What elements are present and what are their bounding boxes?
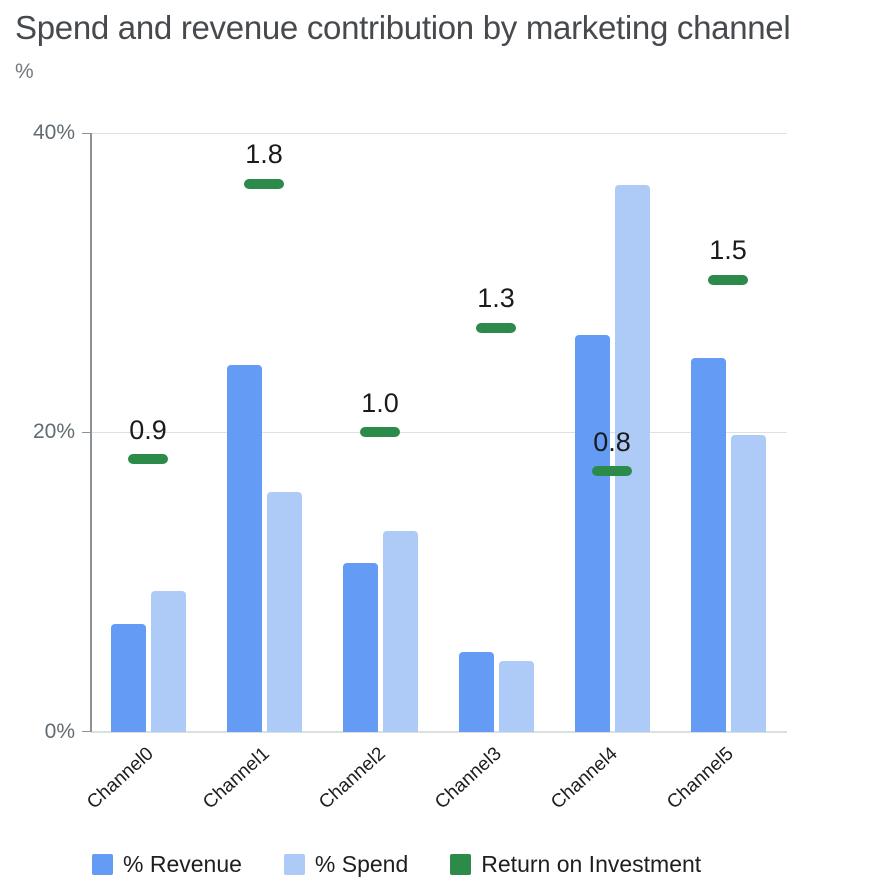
gridline-20% — [91, 431, 787, 433]
roi-value-label-channel2: 1.0 — [361, 387, 399, 418]
roi-value-label-channel4: 0.8 — [593, 426, 631, 457]
spend-bar-channel1[interactable] — [266, 492, 302, 732]
spend-bar-channel5[interactable] — [730, 435, 766, 732]
legend-label-spend: % Spend — [314, 851, 409, 877]
revenue-bar-channel3[interactable] — [458, 652, 494, 732]
roi-value-label-channel3: 1.3 — [477, 283, 515, 314]
legend-item-revenue: % Revenue — [92, 851, 242, 878]
x-axis-label-channel5: Channel5 — [662, 743, 738, 814]
gridline-0% — [91, 730, 787, 733]
revenue-bar-channel1[interactable] — [226, 364, 262, 732]
roi-marker-channel1[interactable] — [244, 178, 284, 189]
spend-bar-channel0[interactable] — [150, 591, 186, 732]
roi-value-label-channel5: 1.5 — [709, 235, 747, 266]
y-axis-label-20%: 20% — [32, 420, 75, 444]
revenue-bar-channel2[interactable] — [342, 562, 378, 732]
x-axis-label-channel0: Channel0 — [82, 743, 158, 814]
chart-title: Spend and revenue contribution by market… — [15, 9, 791, 46]
spend-bar-channel2[interactable] — [382, 531, 418, 732]
spend-swatch — [283, 854, 305, 875]
x-axis-label-channel2: Channel2 — [314, 743, 390, 814]
y-axis-line — [90, 133, 92, 732]
spend-bar-channel4[interactable] — [614, 185, 650, 732]
y-axis-tick-20% — [82, 431, 91, 433]
legend-label-revenue: % Revenue — [123, 851, 242, 877]
x-axis-label-channel1: Channel1 — [198, 743, 274, 814]
roi-marker-channel3[interactable] — [476, 322, 516, 333]
y-axis-label-40%: 40% — [32, 121, 75, 144]
roi-swatch — [450, 854, 472, 875]
spend-bar-channel3[interactable] — [498, 661, 534, 732]
revenue-bar-channel4[interactable] — [574, 335, 610, 732]
revenue-bar-channel5[interactable] — [690, 357, 726, 732]
roi-value-label-channel0: 0.9 — [129, 414, 167, 445]
legend-label-roi: Return on Investment — [481, 851, 702, 877]
chart-legend: % Revenue % Spend Return on Investment — [92, 851, 701, 878]
legend-item-spend: % Spend — [283, 851, 409, 878]
y-axis-label-0%: 0% — [44, 719, 75, 743]
y-axis-unit-label: % — [15, 60, 34, 83]
roi-marker-channel0[interactable] — [128, 454, 168, 465]
x-axis-label-channel4: Channel4 — [546, 743, 622, 814]
x-axis-label-channel3: Channel3 — [430, 743, 506, 814]
gridline-40% — [91, 132, 787, 134]
roi-marker-channel2[interactable] — [360, 427, 400, 438]
revenue-swatch — [92, 854, 113, 875]
y-axis-tick-0% — [82, 731, 91, 733]
roi-marker-channel4[interactable] — [592, 466, 632, 477]
roi-marker-channel5[interactable] — [708, 274, 748, 285]
revenue-bar-channel0[interactable] — [110, 623, 146, 732]
legend-item-roi: Return on Investment — [450, 851, 701, 878]
y-axis-tick-40% — [82, 132, 91, 134]
roi-value-label-channel1: 1.8 — [245, 139, 283, 170]
